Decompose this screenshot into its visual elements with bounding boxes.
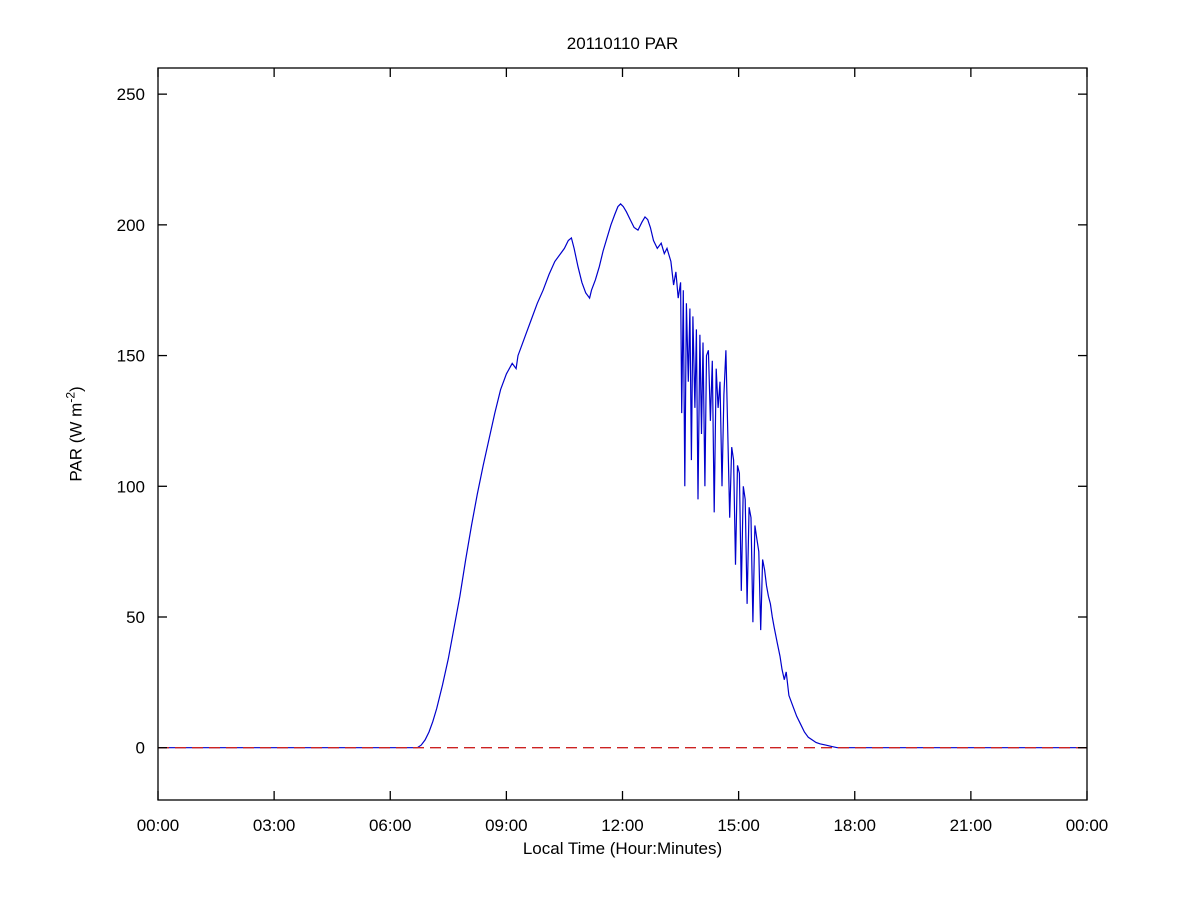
x-tick-label: 00:00 bbox=[137, 816, 180, 835]
x-tick-label: 12:00 bbox=[601, 816, 644, 835]
y-tick-label: 250 bbox=[117, 85, 145, 104]
x-tick-label: 00:00 bbox=[1066, 816, 1109, 835]
y-tick-label: 100 bbox=[117, 477, 145, 496]
x-tick-label: 18:00 bbox=[833, 816, 876, 835]
y-tick-label: 200 bbox=[117, 216, 145, 235]
y-axis-label-text: PAR (W m bbox=[66, 402, 86, 482]
y-axis-label-superscript: -2 bbox=[63, 391, 78, 403]
axes-box bbox=[157, 67, 1088, 801]
y-tick-label: 150 bbox=[117, 347, 145, 366]
x-tick-label: 03:00 bbox=[253, 816, 296, 835]
chart-title: 20110110 PAR bbox=[566, 34, 679, 53]
y-tick-label: 0 bbox=[136, 739, 145, 758]
y-axis-label: PAR (W m-2) bbox=[64, 386, 87, 481]
data-series-par-line bbox=[158, 203, 1087, 749]
x-tick-label: 21:00 bbox=[950, 816, 993, 835]
y-tick-label: 50 bbox=[126, 608, 145, 627]
x-tick-label: 09:00 bbox=[485, 816, 528, 835]
x-axis-label: Local Time (Hour:Minutes) bbox=[522, 839, 723, 858]
x-tick-label: 15:00 bbox=[717, 816, 760, 835]
y-axis-label-close: ) bbox=[66, 386, 86, 392]
x-tick-label: 06:00 bbox=[369, 816, 412, 835]
